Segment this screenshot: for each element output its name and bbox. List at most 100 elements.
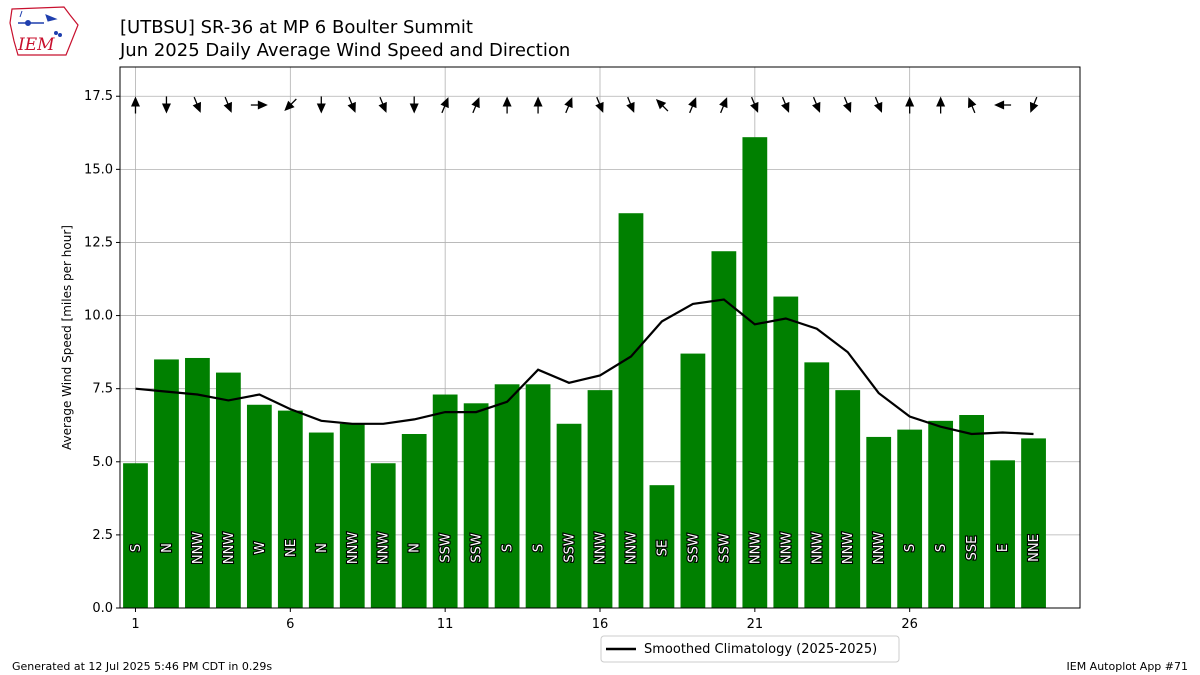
generated-timestamp: Generated at 12 Jul 2025 5:46 PM CDT in … [12,660,273,673]
direction-label-day-13: S [501,544,516,552]
direction-label-day-12: SSW [470,533,485,563]
bar-day-5 [246,404,272,608]
bar-day-1 [123,463,148,608]
wind-arrow-icon [719,97,728,114]
wind-arrow-icon [284,98,297,112]
direction-label-day-11: SSW [439,533,454,563]
wind-arrow-icon [936,96,946,114]
chart-subtitle: Jun 2025 Daily Average Wind Speed and Di… [120,40,571,61]
direction-label-day-23: NNW [810,532,825,564]
bar-day-23 [804,362,830,608]
wind-arrow-icon [843,96,852,113]
direction-label-day-20: SSW [717,533,732,563]
wind-arrow-icon [502,96,512,114]
direction-label-day-28: SSE [965,536,980,561]
x-tick-label: 11 [437,617,454,632]
y-tick-label: 5.0 [92,455,113,470]
wind-arrow-icon [688,97,697,114]
wind-arrow-icon [595,96,604,113]
iem-logo: IEM [9,6,79,56]
y-tick-label: 17.5 [84,89,113,104]
wind-arrow-icon [564,97,573,114]
wind-arrow-icon [626,96,635,113]
x-tick-label: 16 [592,617,609,632]
wind-arrow-icon [316,96,326,114]
direction-label-day-24: NNW [841,532,856,564]
axes: 0.02.55.07.510.012.515.017.51 6 11 16 21 26 [84,89,918,632]
bar-day-6 [277,410,303,608]
wind-arrow-icon [873,96,883,113]
direction-label-day-7: N [315,543,330,553]
bar-day-25 [866,436,892,608]
bar-day-21 [742,137,768,608]
y-tick-label: 7.5 [92,382,113,397]
direction-label-day-6: NE [284,539,299,557]
wind-arrow-icon [250,100,268,110]
wind-arrow-icon [223,96,232,113]
direction-arrows [130,96,1039,114]
direction-label-day-15: SSW [563,533,578,563]
direction-label-day-14: S [532,544,547,552]
direction-label-day-17: NNW [624,532,639,564]
legend-box [600,635,900,663]
y-tick-label: 10.0 [84,309,113,324]
bar-day-7 [308,432,334,608]
direction-label-day-21: NNW [748,532,763,564]
weather-symbols-icon [18,10,62,37]
autoplot-app-id: IEM Autoplot App #71 [1066,660,1189,673]
direction-label-day-4: NNW [222,532,237,564]
bar-day-17 [618,213,644,608]
y-axis-label: Average Wind Speed [miles per hour] [60,225,74,450]
legend: Smoothed Climatology (2025-2025) [600,635,900,663]
wind-arrow-icon [378,96,387,113]
x-tick-label: 6 [286,617,294,632]
y-tick-label: 0.0 [92,601,113,616]
wind-arrow-icon [347,96,356,113]
bar-day-14 [525,384,551,608]
bar-day-11 [432,394,458,608]
wind-arrow-icon [440,97,449,114]
bar-day-18 [649,485,675,608]
bar-day-26 [897,429,923,608]
bar-day-22 [773,296,799,608]
bar-day-30 [1021,438,1046,608]
wind-arrow-icon [161,96,171,114]
direction-label-day-27: S [934,544,949,552]
x-tick-label: 21 [747,617,764,632]
chart-title: [UTBSU] SR-36 at MP 6 Boulter Summit [120,17,473,38]
direction-label-day-1: S [129,544,144,552]
wind-arrow-icon [781,96,790,113]
bar-day-8 [339,423,365,608]
climatology-series [135,298,1034,436]
direction-label-day-19: SSW [686,533,701,563]
iowa-outline-icon [9,6,79,56]
wind-arrow-icon [533,96,543,114]
bar-day-27 [928,420,954,608]
y-tick-label: 15.0 [84,162,113,177]
direction-label-day-22: NNW [779,532,794,564]
wind-arrow-icon [471,97,480,114]
direction-label-day-2: N [160,543,175,553]
bar-day-4 [216,372,241,608]
direction-label-day-8: NNW [346,532,361,564]
bar-day-10 [401,434,427,608]
bar-day-19 [680,353,706,608]
x-tick-label: 1 [131,617,139,632]
bar-day-12 [463,403,489,608]
direction-labels: S N NNW NNW W NE N NNW NNW N SSW SSW S S SSW NNW NNW SE SS… [128,531,1043,566]
wind-arrow-icon [750,96,759,113]
bar-day-29 [990,460,1015,608]
wind-arrow-icon [968,97,977,114]
direction-label-day-18: SE [655,540,670,556]
bar-day-20 [711,251,737,609]
wind-arrow-icon [655,99,669,112]
direction-label-day-30: NNE [1027,534,1042,562]
wind-arrow-icon [409,96,419,114]
bar-day-28 [959,414,984,608]
direction-label-day-29: E [996,544,1011,552]
climatology-line [135,298,1034,436]
y-tick-label: 2.5 [92,528,113,543]
wind-arrow-icon [1029,96,1039,113]
bar-day-9 [370,463,396,608]
direction-label-day-25: NNW [872,532,887,564]
